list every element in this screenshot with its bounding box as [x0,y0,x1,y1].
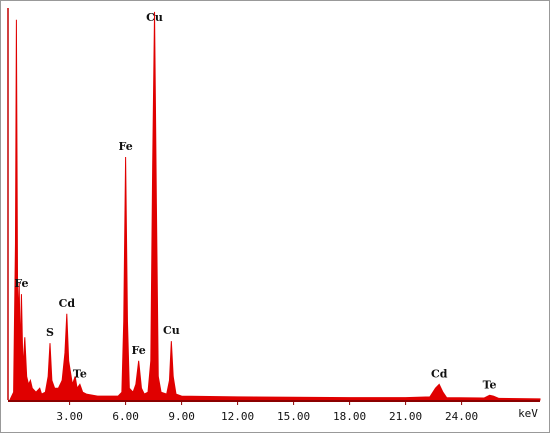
peak-label: Te [483,378,497,391]
x-tick-label: 12.00 [221,410,254,423]
x-tick-label: 15.00 [277,410,310,423]
x-tick-label: 6.00 [112,410,139,423]
peak-label: Fe [14,277,28,290]
x-tick-label: 24.00 [445,410,478,423]
peak-label: Cd [431,367,448,380]
peak-label: Te [73,367,87,380]
peak-label: Fe [132,344,146,357]
peak-label: Cu [163,324,180,337]
x-tick-label: 21.00 [389,410,422,423]
peak-label: S [46,326,54,339]
spectrum [9,11,541,401]
x-tick-label: 3.00 [56,410,83,423]
x-tick-label: 18.00 [333,410,366,423]
x-axis-label: keV [518,407,538,420]
peak-label: Cu [146,11,163,24]
peak-label: Fe [118,140,132,153]
peak-label: Cd [59,297,76,310]
x-tick-label: 9.00 [168,410,195,423]
